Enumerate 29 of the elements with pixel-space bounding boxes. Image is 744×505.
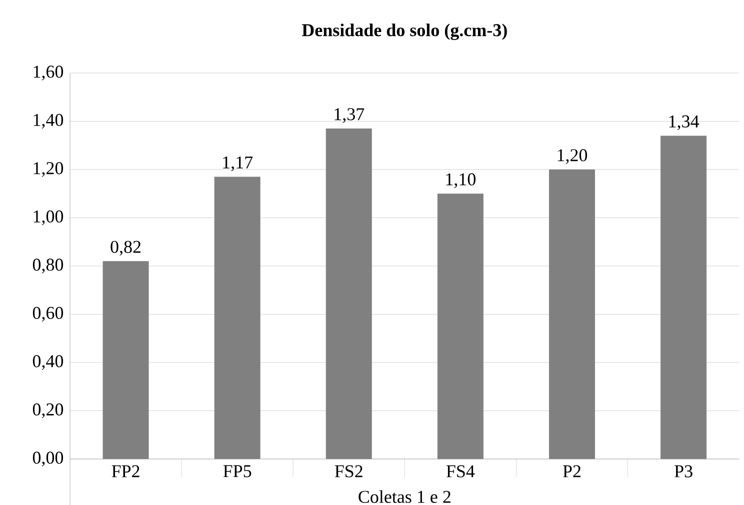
bar xyxy=(214,176,260,459)
y-tick-label: 1,40 xyxy=(34,114,64,129)
x-tick-label: FP5 xyxy=(223,465,252,478)
x-tick-label: FP2 xyxy=(112,465,140,478)
y-tick-label: 0,20 xyxy=(32,403,64,418)
y-tick-label: 0,40 xyxy=(32,355,64,370)
chart-title: Densidade do solo (g.cm-3) xyxy=(302,24,507,40)
y-tick-label: 0,60 xyxy=(32,306,64,322)
y-tick-label: 1,60 xyxy=(34,66,64,80)
y-tick-label: 1,20 xyxy=(34,162,64,177)
x-tick-label: P3 xyxy=(674,465,692,478)
bar xyxy=(660,136,707,459)
x-tick-label: FS4 xyxy=(446,465,475,478)
x-tick-label: FS2 xyxy=(334,465,362,478)
data-label: 1,20 xyxy=(558,149,588,164)
bar xyxy=(437,194,484,459)
y-tick-label: 0,80 xyxy=(32,258,64,274)
bar xyxy=(548,169,595,459)
bar xyxy=(102,261,149,459)
data-label: 0,82 xyxy=(110,240,141,256)
data-label: 1,37 xyxy=(334,108,364,123)
bar xyxy=(326,128,372,459)
y-tick-label: 0,00 xyxy=(32,452,64,466)
y-tick-label: 1,00 xyxy=(34,210,64,226)
data-label: 1,10 xyxy=(446,173,476,188)
data-label: 1,34 xyxy=(669,115,700,130)
x-axis-title: Coletas 1 e 2 xyxy=(358,490,450,503)
data-label: 1,17 xyxy=(223,156,253,172)
x-tick-label: P2 xyxy=(563,465,580,478)
